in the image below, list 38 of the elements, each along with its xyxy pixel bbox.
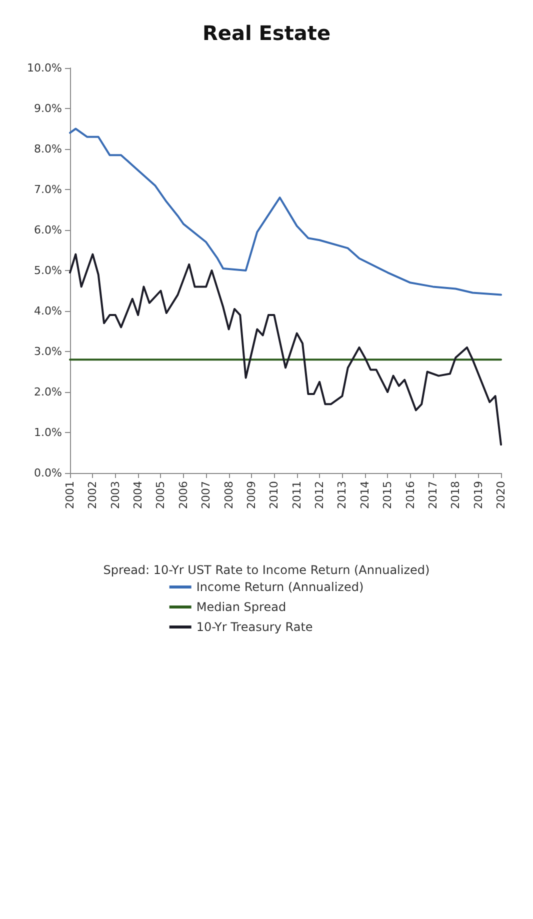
y-tick-label: 4.0%	[34, 304, 62, 318]
x-tick-label: 2010	[268, 481, 281, 509]
x-tick-label: 2014	[358, 481, 372, 509]
x-tick-label: 2013	[336, 481, 349, 509]
x-tick-label: 2018	[449, 481, 462, 509]
legend-title: Spread: 10-Yr UST Rate to Income Return (Annualized)	[103, 563, 430, 577]
y-tick-label: 0.0%	[34, 466, 62, 480]
x-tick-label: 2012	[313, 481, 326, 509]
legend-label: Income Return (Annualized)	[196, 580, 364, 594]
legend-label: Median Spread	[196, 600, 286, 614]
y-tick-label: 1.0%	[34, 426, 62, 439]
y-tick-label: 5.0%	[34, 264, 62, 277]
x-tick-label: 2009	[244, 481, 258, 509]
line-series	[69, 253, 502, 446]
line-series	[69, 128, 502, 296]
y-tick-label: 2.0%	[34, 386, 62, 398]
x-tick-label: 2020	[494, 481, 508, 509]
x-tick-label: 2006	[176, 481, 190, 509]
x-tick-label: 2015	[381, 481, 394, 509]
x-tick-label: 2004	[132, 481, 145, 509]
y-tick-label: 10.0%	[27, 62, 62, 74]
x-tick-label: 2019	[472, 481, 485, 509]
y-tick-label: 3.0%	[34, 345, 62, 358]
y-tick-label: 6.0%	[34, 224, 62, 236]
x-tick-label: 2008	[222, 481, 236, 509]
x-tick-label: 2002	[86, 481, 100, 509]
x-tick-label: 2016	[404, 481, 417, 509]
y-tick-label: 8.0%	[34, 142, 62, 156]
x-tick-label: 2017	[426, 481, 440, 509]
x-tick-label: 2007	[200, 481, 213, 509]
x-tick-label: 2001	[64, 481, 76, 509]
legend-label: 10-Yr Treasury Rate	[196, 620, 313, 634]
y-tick-label: 9.0%	[34, 102, 62, 115]
chart-title: Real Estate	[202, 21, 331, 45]
x-tick-label: 2003	[108, 481, 122, 509]
x-tick-label: 2011	[290, 481, 304, 509]
x-tick-label: 2005	[154, 481, 168, 509]
y-tick-label: 7.0%	[34, 183, 62, 196]
